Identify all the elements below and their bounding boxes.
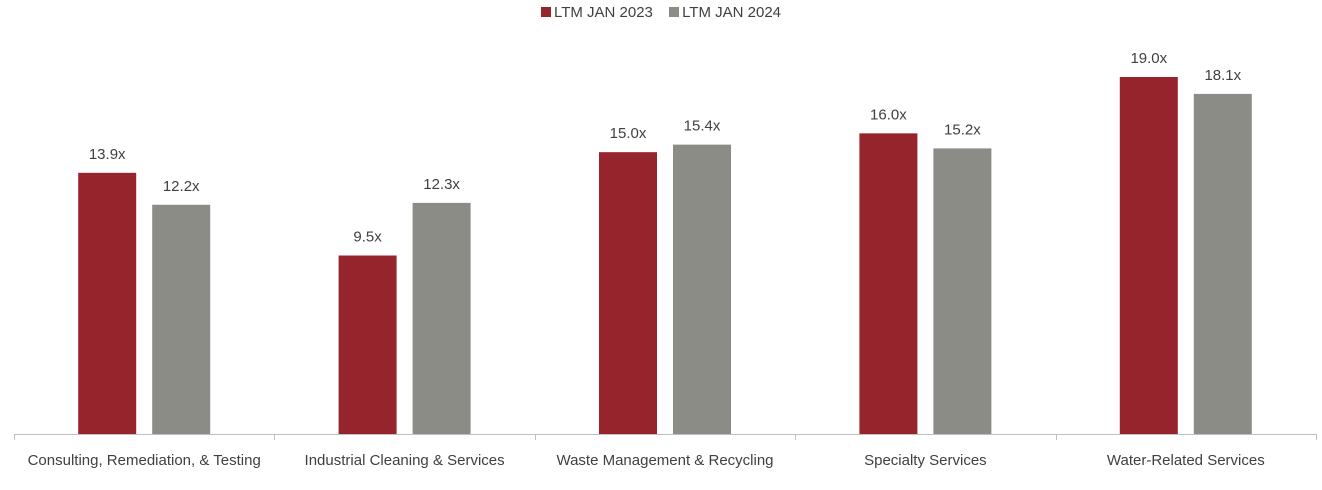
- bar-series-1: [78, 172, 137, 435]
- data-label-series-2: 15.2x: [944, 121, 981, 138]
- legend-item-series-2: LTM JAN 2024: [669, 4, 781, 21]
- x-tick-label: Waste Management & Recycling: [556, 452, 773, 469]
- bar-series-1: [1119, 77, 1178, 434]
- legend-swatch-series-2: [669, 7, 680, 17]
- bar-series-2: [152, 204, 211, 434]
- data-label-series-1: 15.0x: [610, 125, 647, 142]
- data-label-series-2: 15.4x: [684, 118, 721, 135]
- x-tick-label: Consulting, Remediation, & Testing: [28, 452, 261, 469]
- data-label-series-1: 13.9x: [89, 146, 126, 163]
- legend-label-series-1: LTM JAN 2023: [553, 4, 653, 21]
- bar-series-2: [1193, 93, 1252, 435]
- data-label-series-1: 16.0x: [870, 106, 907, 123]
- data-label-series-1: 9.5x: [353, 229, 382, 246]
- data-label-series-2: 18.1x: [1204, 67, 1241, 84]
- data-label-series-1: 19.0x: [1130, 50, 1167, 67]
- x-tick-label: Industrial Cleaning & Services: [305, 452, 505, 469]
- legend-swatch-series-1: [540, 7, 551, 17]
- chart-legend: LTM JAN 2023 LTM JAN 2024: [0, 4, 1322, 21]
- bar-series-2: [933, 148, 992, 434]
- bar-series-1: [599, 152, 657, 434]
- x-tick-label: Water-Related Services: [1107, 452, 1265, 469]
- legend-item-series-1: LTM JAN 2023: [540, 4, 653, 21]
- data-label-series-2: 12.3x: [423, 176, 460, 193]
- bar-series-1: [859, 133, 918, 435]
- x-tick-label: Specialty Services: [864, 452, 987, 469]
- bar-series-2: [412, 202, 471, 434]
- legend-label-series-2: LTM JAN 2024: [682, 4, 782, 21]
- bar-series-1: [338, 255, 397, 434]
- data-label-series-2: 12.2x: [163, 178, 200, 195]
- bar-series-2: [673, 144, 731, 435]
